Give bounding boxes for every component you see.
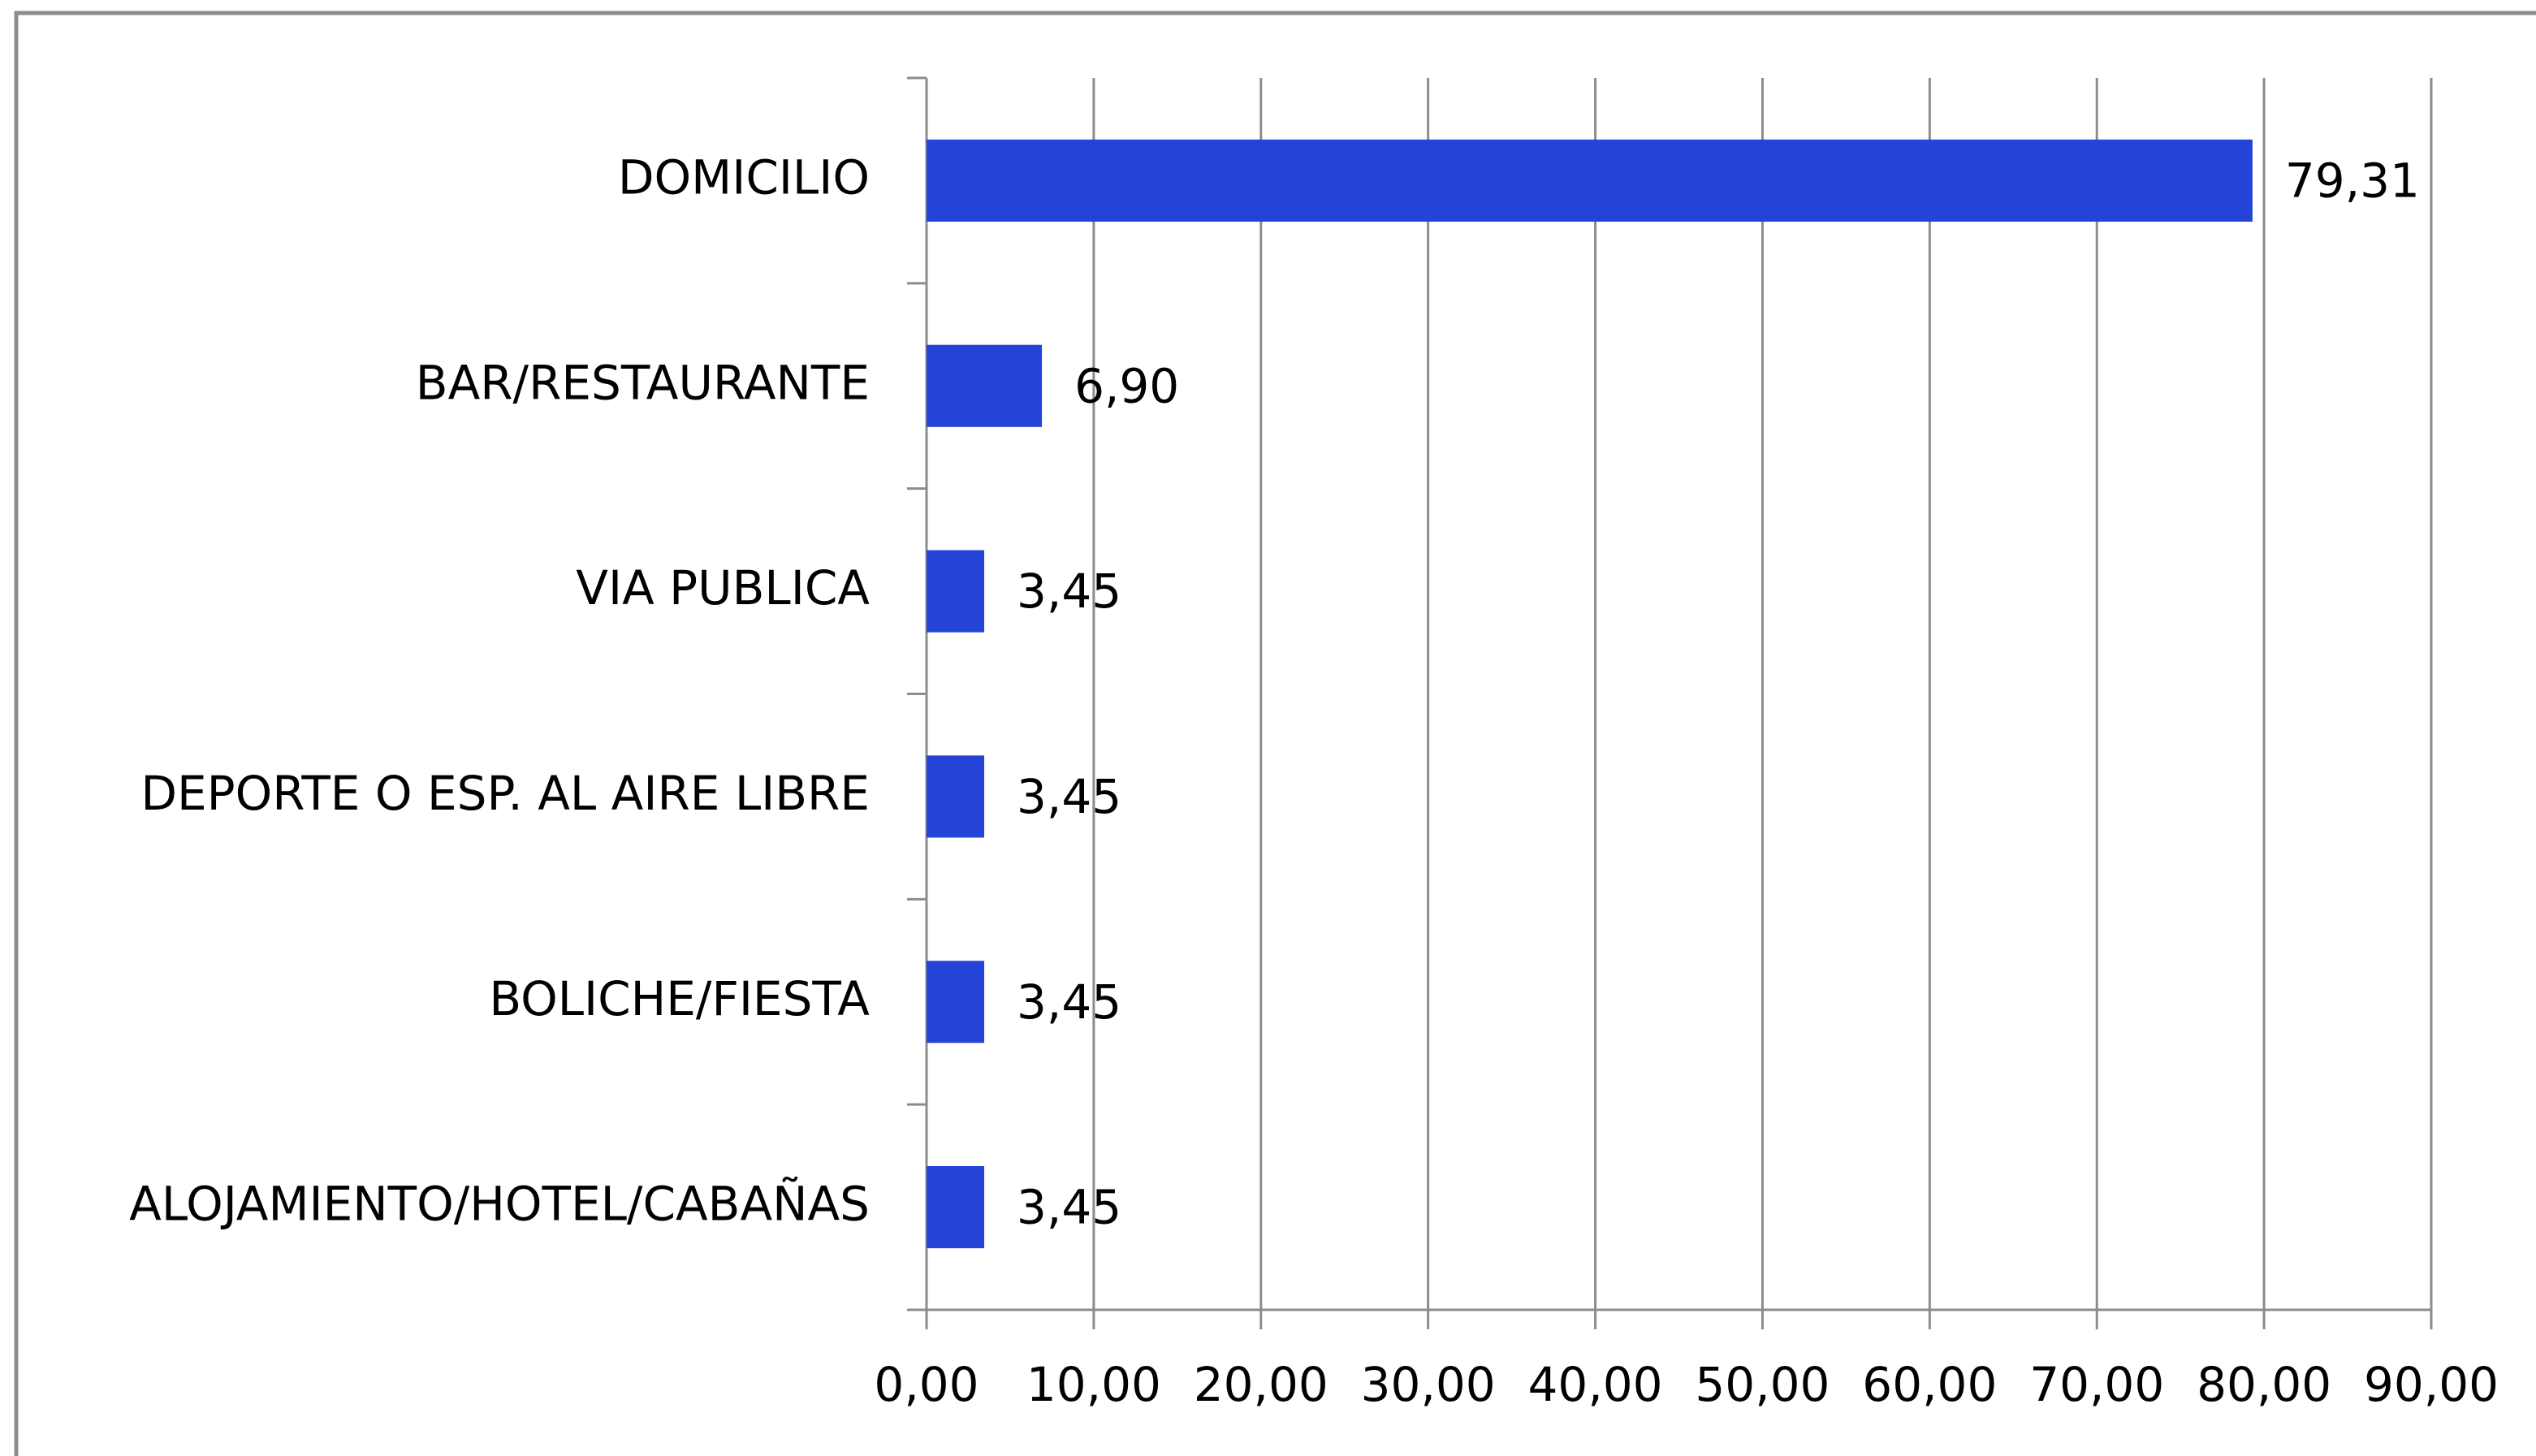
y-tick-label: BAR/RESTAURANTE xyxy=(416,355,870,410)
x-tick-label: 50,00 xyxy=(1695,1357,1830,1412)
data-label: 79,31 xyxy=(2285,153,2420,209)
x-tick-label: 30,00 xyxy=(1361,1357,1496,1412)
data-label: 6,90 xyxy=(1074,358,1179,413)
bar xyxy=(927,755,985,838)
bar xyxy=(927,344,1043,427)
y-tick-label: VIA PUBLICA xyxy=(576,560,870,616)
y-tick-label: DOMICILIO xyxy=(618,150,870,205)
bar xyxy=(927,550,985,633)
y-tick-label: ALOJAMIENTO/HOTEL/CABAÑAS xyxy=(129,1176,870,1232)
x-tick-label: 80,00 xyxy=(2197,1357,2331,1412)
y-tick-label: DEPORTE O ESP. AL AIRE LIBRE xyxy=(140,766,870,821)
bar xyxy=(927,1166,985,1249)
x-tick-label: 70,00 xyxy=(2029,1357,2164,1412)
bar xyxy=(927,139,2253,222)
data-label: 3,45 xyxy=(1017,1180,1121,1235)
x-tick-label: 0,00 xyxy=(874,1357,979,1412)
x-tick-label: 20,00 xyxy=(1194,1357,1328,1412)
bar xyxy=(927,961,985,1043)
x-tick-label: 60,00 xyxy=(1862,1357,1997,1412)
chart-border xyxy=(14,11,2536,1456)
x-tick-label: 90,00 xyxy=(2364,1357,2499,1412)
data-label: 3,45 xyxy=(1017,564,1121,619)
x-tick-label: 40,00 xyxy=(1528,1357,1663,1412)
x-tick-label: 10,00 xyxy=(1026,1357,1161,1412)
data-label: 3,45 xyxy=(1017,769,1121,824)
data-label: 3,45 xyxy=(1017,974,1121,1030)
y-tick-label: BOLICHE/FIESTA xyxy=(489,971,870,1026)
